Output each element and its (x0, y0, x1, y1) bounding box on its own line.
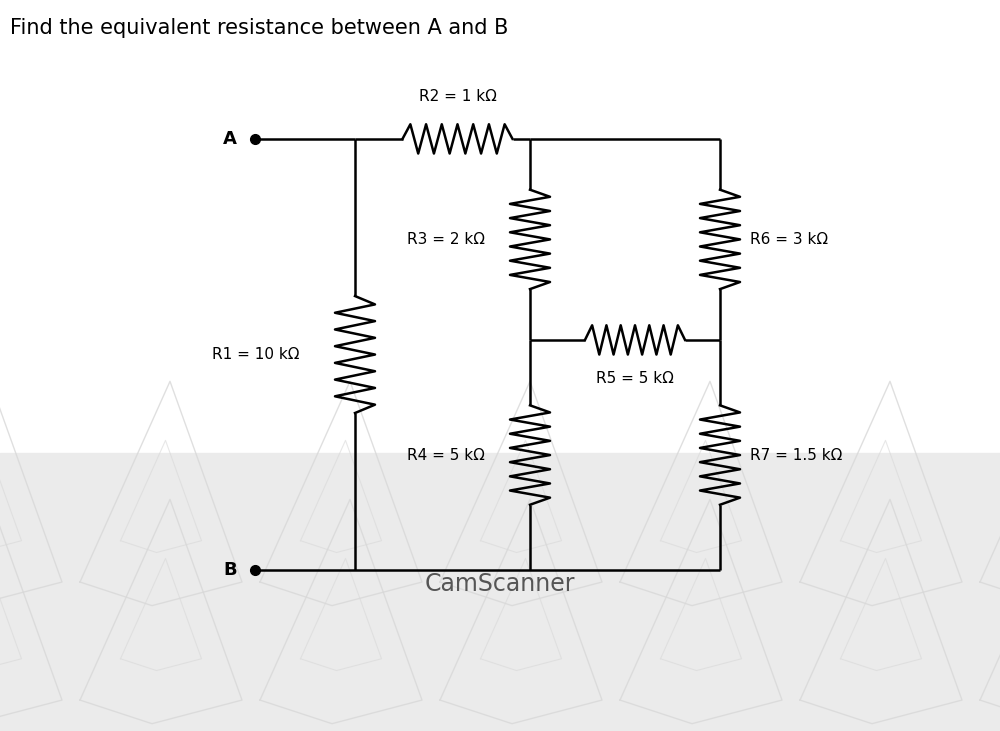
Text: R5 = 5 kΩ: R5 = 5 kΩ (596, 371, 674, 386)
Text: Find the equivalent resistance between A and B: Find the equivalent resistance between A… (10, 18, 508, 38)
Text: R3 = 2 kΩ: R3 = 2 kΩ (407, 232, 485, 247)
Text: B: B (223, 561, 237, 579)
Text: R4 = 5 kΩ: R4 = 5 kΩ (407, 447, 485, 463)
Text: R1 = 10 kΩ: R1 = 10 kΩ (212, 347, 300, 362)
Text: R7 = 1.5 kΩ: R7 = 1.5 kΩ (750, 447, 842, 463)
Bar (0, 453, 1000, 731)
Text: R6 = 3 kΩ: R6 = 3 kΩ (750, 232, 828, 247)
Text: A: A (223, 130, 237, 148)
Bar (0, 0, 1000, 453)
Text: R2 = 1 kΩ: R2 = 1 kΩ (419, 88, 496, 104)
Text: CamScanner: CamScanner (425, 572, 575, 596)
